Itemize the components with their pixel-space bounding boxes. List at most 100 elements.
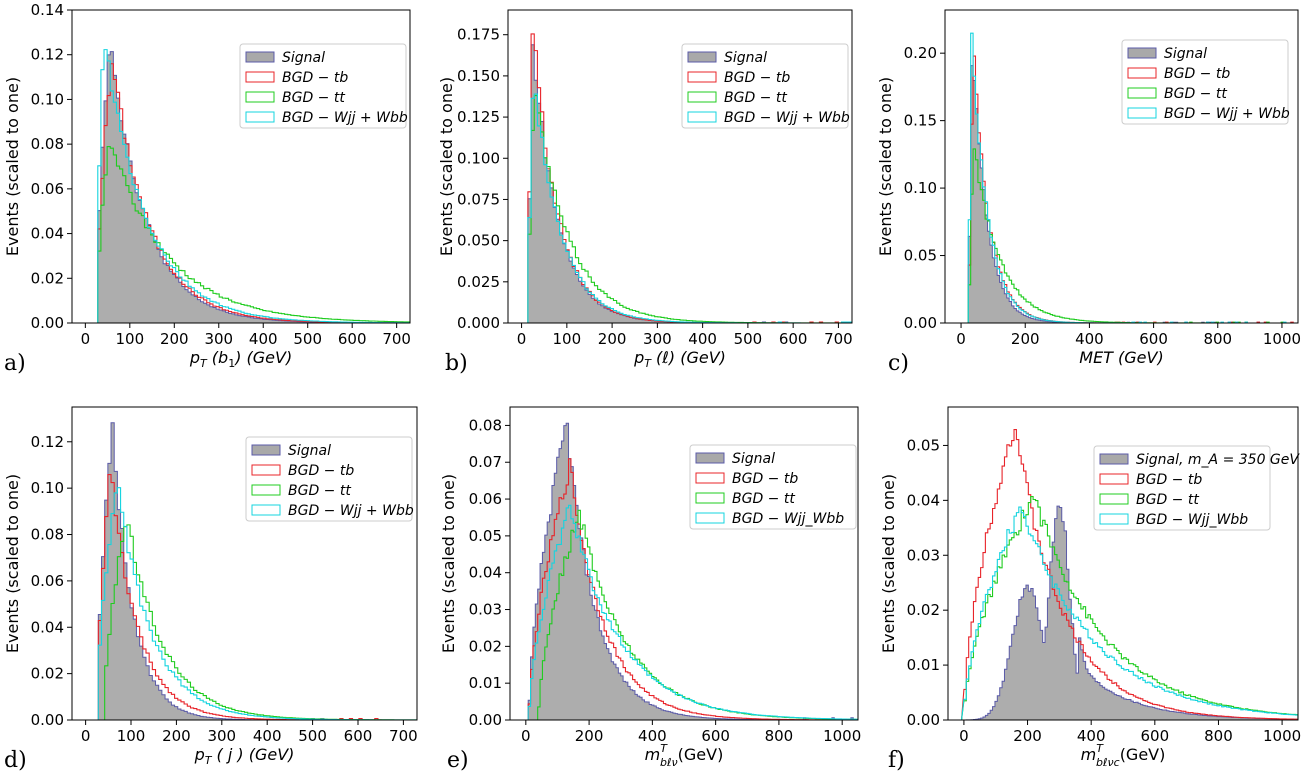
x-tick-label: 200 <box>598 330 627 348</box>
x-tick-label: 0 <box>81 330 91 348</box>
histogram-series-wjj <box>960 506 1298 720</box>
y-tick-label: 0.08 <box>31 135 64 153</box>
histogram-series-tt <box>960 496 1298 720</box>
x-tick-label: 800 <box>1203 330 1232 348</box>
legend-label: Signal <box>282 50 325 66</box>
legend-swatch-signal <box>695 452 725 464</box>
legend-swatch-signal <box>1127 47 1157 59</box>
histogram-series-tb <box>960 428 1298 720</box>
x-tick-label: 700 <box>389 727 418 745</box>
x-tick-label: 1000 <box>1263 330 1301 348</box>
panel-letter: b) <box>445 351 468 376</box>
y-axis-label: Events (scaled to one) <box>3 474 22 653</box>
legend-swatch <box>1127 67 1157 79</box>
y-tick-label: 0.08 <box>469 416 502 434</box>
legend-label: BGD − Wjj + Wbb <box>288 503 414 519</box>
panel-letter: e) <box>447 748 469 773</box>
x-tick-label: 600 <box>344 727 373 745</box>
legend: Signal BGD − tb BGD − tt BGD − Wjj_Wbb <box>689 444 857 530</box>
legend-label: BGD − tb <box>282 70 348 86</box>
y-axis-label: Events (scaled to one) <box>3 77 22 256</box>
x-tick-label: 400 <box>688 330 717 348</box>
y-tick-label: 0.06 <box>31 572 64 590</box>
y-tick-label: 0.05 <box>904 247 937 265</box>
histogram-series-wjj <box>525 504 858 720</box>
y-tick-label: 0.01 <box>469 674 502 692</box>
plot-frame <box>944 9 1299 324</box>
x-tick-label: 400 <box>1075 330 1104 348</box>
legend-label: BGD − tb <box>288 463 354 479</box>
plot-frame <box>71 406 418 721</box>
x-axis-label: mT bℓν(GeV) <box>645 742 724 769</box>
chart-panel-5: 0 200 400 600 800 1000 0.00 0.01 0.02 0.03 0.04 0.0… <box>439 406 861 773</box>
x-axis-label: mT bℓνc(GeV) <box>1081 742 1166 769</box>
legend-swatch <box>251 484 281 496</box>
legend-label: Signal, m_A = 350 GeV <box>1136 452 1300 468</box>
legend-box <box>689 444 857 530</box>
y-tick-label: 0.00 <box>907 711 940 729</box>
histogram-series-wjj <box>85 49 410 323</box>
x-tick-label: 200 <box>1011 330 1040 348</box>
legend-swatch <box>1127 87 1157 99</box>
legend-swatch <box>245 111 275 123</box>
x-tick-label: 300 <box>207 727 236 745</box>
x-tick-label: 100 <box>117 727 146 745</box>
legend-swatch <box>245 91 275 103</box>
x-tick-label: 1000 <box>1263 727 1301 745</box>
x-tick-label: 600 <box>1140 727 1169 745</box>
chart-panel-4: 0 100 200 300 400 500 600 700 0.00 0.02 0.04 0.06 0.… <box>3 406 418 773</box>
x-tick-label: 800 <box>765 727 794 745</box>
y-tick-label: 0.12 <box>31 46 64 64</box>
chart-panel-2: 0 100 200 300 400 500 600 700 0.000 0.025 0.050 0.0… <box>437 9 853 376</box>
legend-label: Signal <box>288 443 331 459</box>
x-tick-label: 500 <box>734 330 763 348</box>
plot-frame <box>507 9 853 324</box>
legend-label: BGD − tt <box>282 90 345 106</box>
y-tick-label: 0.04 <box>907 491 940 509</box>
x-tick-label: 100 <box>115 330 144 348</box>
legend-box <box>239 43 407 129</box>
legend: Signal BGD − tb BGD − tt BGD − Wjj + Wbb <box>1121 39 1290 125</box>
x-tick-label: 0 <box>956 330 966 348</box>
y-tick-label: 0.02 <box>907 601 940 619</box>
legend-swatch <box>695 472 725 484</box>
legend-swatch <box>1099 493 1129 505</box>
y-tick-label: 0.05 <box>469 527 502 545</box>
legend-swatch-signal <box>1099 453 1129 465</box>
plot-frame <box>71 9 411 324</box>
legend-box <box>681 43 849 129</box>
y-tick-label: 0.14 <box>31 1 64 19</box>
legend-box <box>1093 445 1271 531</box>
y-tick-label: 0.100 <box>457 149 500 167</box>
y-tick-label: 0.00 <box>31 314 64 332</box>
legend-swatch <box>687 71 717 83</box>
legend-swatch-signal <box>251 444 281 456</box>
y-tick-label: 0.10 <box>31 479 64 497</box>
chart-panel-6: 0 200 400 600 800 1000 0.00 0.01 0.02 0.03 0.04 0.0… <box>879 406 1301 773</box>
legend-swatch-signal <box>687 51 717 63</box>
legend-label: BGD − tt <box>732 491 795 507</box>
legend-label: Signal <box>732 451 775 467</box>
y-tick-label: 0.000 <box>457 314 500 332</box>
x-tick-label: 600 <box>338 330 367 348</box>
y-tick-label: 0.050 <box>457 232 500 250</box>
y-tick-label: 0.02 <box>31 665 64 683</box>
x-tick-label: 400 <box>253 727 282 745</box>
x-tick-label: 300 <box>204 330 233 348</box>
chart-panel-3: 0 200 400 600 800 1000 0.00 0.05 0.10 0.15 0.20 Eve… <box>876 9 1301 376</box>
y-tick-label: 0.00 <box>31 711 64 729</box>
legend-label: BGD − tt <box>724 90 787 106</box>
legend: Signal BGD − tb BGD − tt BGD − Wjj + Wbb <box>681 43 850 129</box>
x-tick-label: 100 <box>553 330 582 348</box>
y-tick-label: 0.025 <box>457 273 500 291</box>
chart-panel-1: 0 100 200 300 400 500 600 700 0.00 0.02 0.04 0.06 0.… <box>3 1 411 376</box>
legend-label: BGD − tb <box>1136 472 1202 488</box>
x-tick-label: 500 <box>293 330 322 348</box>
y-tick-label: 0.150 <box>457 67 500 85</box>
panel-letter: f) <box>888 748 905 773</box>
legend: Signal BGD − tb BGD − tt BGD − Wjj + Wbb <box>239 43 408 129</box>
x-tick-label: 200 <box>160 330 189 348</box>
legend-label: BGD − Wjj_Wbb <box>1136 512 1248 528</box>
panel-letter: a) <box>4 351 26 376</box>
y-tick-label: 0.02 <box>469 637 502 655</box>
